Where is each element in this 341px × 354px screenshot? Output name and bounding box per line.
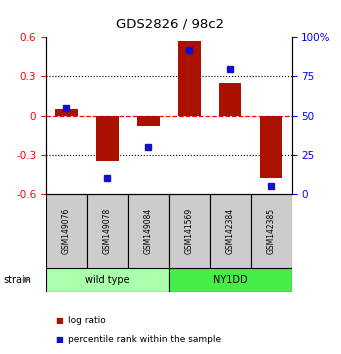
Text: GSM141569: GSM141569	[185, 208, 194, 254]
Text: ■: ■	[56, 335, 64, 344]
Bar	[210, 194, 251, 268]
Bar	[128, 194, 169, 268]
Bar	[137, 116, 160, 126]
Bar	[87, 194, 128, 268]
Text: ■: ■	[56, 316, 64, 325]
Text: ▶: ▶	[23, 275, 30, 284]
Text: strain: strain	[3, 275, 31, 285]
Text: GSM142385: GSM142385	[267, 208, 276, 254]
Bar	[219, 83, 241, 116]
Text: log ratio: log ratio	[68, 316, 106, 325]
Bar	[169, 268, 292, 292]
Text: percentile rank within the sample: percentile rank within the sample	[68, 335, 221, 344]
Bar	[178, 41, 201, 116]
Text: NY1DD: NY1DD	[213, 275, 248, 285]
Bar	[251, 194, 292, 268]
Bar	[169, 194, 210, 268]
Bar	[46, 268, 169, 292]
Text: GSM149084: GSM149084	[144, 208, 153, 254]
Text: wild type: wild type	[85, 275, 130, 285]
Text: GSM149076: GSM149076	[62, 207, 71, 254]
Text: GDS2826 / 98c2: GDS2826 / 98c2	[116, 17, 225, 30]
Bar	[55, 109, 78, 116]
Bar	[46, 194, 87, 268]
Text: GSM149078: GSM149078	[103, 208, 112, 254]
Bar	[260, 116, 282, 178]
Bar	[96, 116, 119, 161]
Text: GSM142384: GSM142384	[226, 208, 235, 254]
